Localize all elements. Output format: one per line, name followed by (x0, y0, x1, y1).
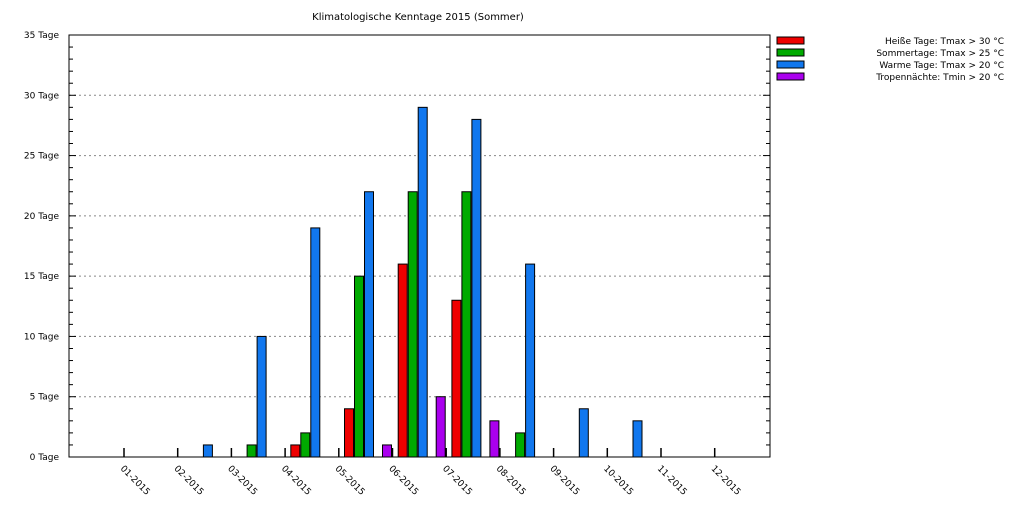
x-tick-label: 07-2015 (440, 464, 474, 498)
x-tick-label: 06-2015 (386, 464, 420, 498)
x-tick-label: 02-2015 (172, 464, 206, 498)
legend-label: Warme Tage: Tmax > 20 °C (879, 61, 1004, 71)
bar (344, 408, 354, 458)
bar (310, 227, 321, 458)
bar (461, 191, 472, 458)
y-tick-label: 10 Tage (24, 332, 60, 342)
x-tick-label: 08-2015 (494, 464, 528, 498)
x-tick-label: 03-2015 (225, 464, 259, 498)
bar (246, 444, 257, 458)
legend-label: Tropennächte: Tmin > 20 °C (875, 73, 1004, 83)
bar (417, 106, 428, 458)
y-tick-label: 35 Tage (24, 31, 60, 41)
bar (632, 420, 643, 458)
bar (407, 191, 418, 458)
legend-swatch (776, 36, 805, 45)
bar (578, 408, 589, 458)
legend-swatch (776, 72, 805, 81)
bar (489, 420, 500, 458)
x-tick-label: 10-2015 (601, 464, 635, 498)
bar (471, 118, 482, 458)
bars (202, 106, 643, 458)
y-tick-label: 25 Tage (24, 152, 60, 162)
chart-title: Klimatologische Kenntage 2015 (Sommer) (312, 12, 524, 23)
legend-label: Sommertage: Tmax > 25 °C (876, 49, 1004, 59)
plot-area-frame (68, 34, 771, 458)
bar (354, 275, 364, 458)
legend-swatch (776, 60, 805, 69)
bar (525, 263, 536, 458)
axes: 0 Tage 5 Tage 10 Tage 15 Tage 20 Tage 25 Tage… (24, 31, 770, 498)
bar (256, 335, 267, 458)
x-tick-label: 11-2015 (655, 464, 689, 498)
bar (290, 444, 301, 458)
bar (435, 396, 446, 458)
y-tick-label: 0 Tage (30, 453, 60, 463)
x-tick-label: 05-2015 (333, 464, 367, 498)
x-tick-label: 04-2015 (279, 464, 313, 498)
bar (515, 432, 526, 458)
y-tick-label: 15 Tage (24, 272, 60, 282)
bar (451, 299, 462, 458)
bar (382, 444, 392, 458)
y-tick-label: 20 Tage (24, 212, 60, 222)
legend-swatch (776, 48, 805, 57)
bar (364, 191, 374, 458)
legend-label: Heiße Tage: Tmax > 30 °C (885, 37, 1004, 47)
y-tick-label: 5 Tage (30, 393, 60, 403)
y-tick-label: 30 Tage (24, 91, 60, 101)
x-tick-label: 09-2015 (547, 464, 581, 498)
legend: Heiße Tage: Tmax > 30 °C Sommertage: Tmax… (776, 36, 1004, 83)
bar (300, 432, 311, 458)
bar (202, 444, 213, 458)
x-tick-label: 12-2015 (709, 464, 743, 498)
x-tick-label: 01-2015 (118, 464, 152, 498)
bar (397, 263, 408, 458)
